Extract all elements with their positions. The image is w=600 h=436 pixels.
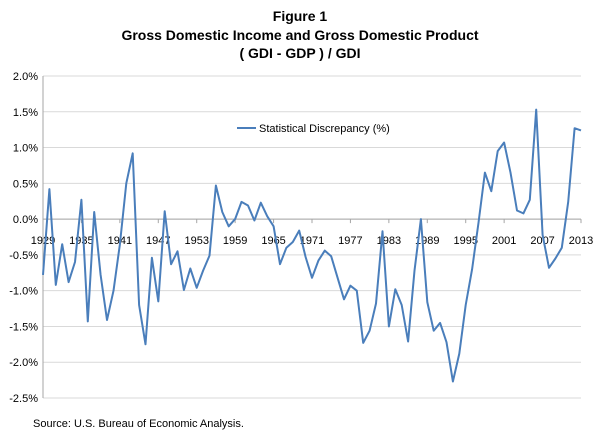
legend: Statistical Discrepancy (%) xyxy=(237,123,390,135)
source-note: Source: U.S. Bureau of Economic Analysis… xyxy=(33,418,244,430)
x-tick-label: 1989 xyxy=(415,235,439,247)
series-line xyxy=(42,108,582,383)
x-tick-label: 1953 xyxy=(184,235,208,247)
x-tick-label: 1995 xyxy=(453,235,477,247)
x-tick-label: 1929 xyxy=(31,235,55,247)
x-tick-label: 1965 xyxy=(261,235,285,247)
x-tick-label: 2013 xyxy=(569,235,593,247)
x-tick-label: 1959 xyxy=(223,235,247,247)
x-tick-label: 1971 xyxy=(300,235,324,247)
plot-series xyxy=(42,108,582,383)
y-tick-label: 1.0% xyxy=(13,143,38,155)
y-tick-label: -2.5% xyxy=(9,393,38,405)
y-axis-ticks: 2.0% 1.5% 1.0% 0.5% 0.0% -0.5% -1.0% -1.5% -2.0%… xyxy=(9,71,38,405)
y-tick-label: -2.0% xyxy=(9,357,38,369)
legend-label: Statistical Discrepancy (%) xyxy=(259,123,390,135)
y-tick-label: -1.5% xyxy=(9,321,38,333)
x-tick-label: 2007 xyxy=(530,235,554,247)
x-tick-label: 2001 xyxy=(492,235,516,247)
y-tick-label: -0.5% xyxy=(9,250,38,262)
y-tick-label: 0.0% xyxy=(13,214,38,226)
x-axis-ticks: 1929 1935 1941 1947 1953 1959 1965 1971 1977 1983… xyxy=(31,219,593,247)
y-tick-label: 1.5% xyxy=(13,107,38,119)
y-tick-label: 0.5% xyxy=(13,178,38,190)
y-tick-label: -1.0% xyxy=(9,286,38,298)
x-tick-label: 1947 xyxy=(146,235,170,247)
x-tick-label: 1935 xyxy=(69,235,93,247)
chart-title-line-3: ( GDI - GDP ) / GDI xyxy=(239,45,360,61)
chart-title-line-2: Gross Domestic Income and Gross Domestic… xyxy=(121,27,478,43)
x-tick-label: 1977 xyxy=(338,235,362,247)
chart-title-line-1: Figure 1 xyxy=(273,8,328,24)
y-tick-label: 2.0% xyxy=(13,71,38,83)
